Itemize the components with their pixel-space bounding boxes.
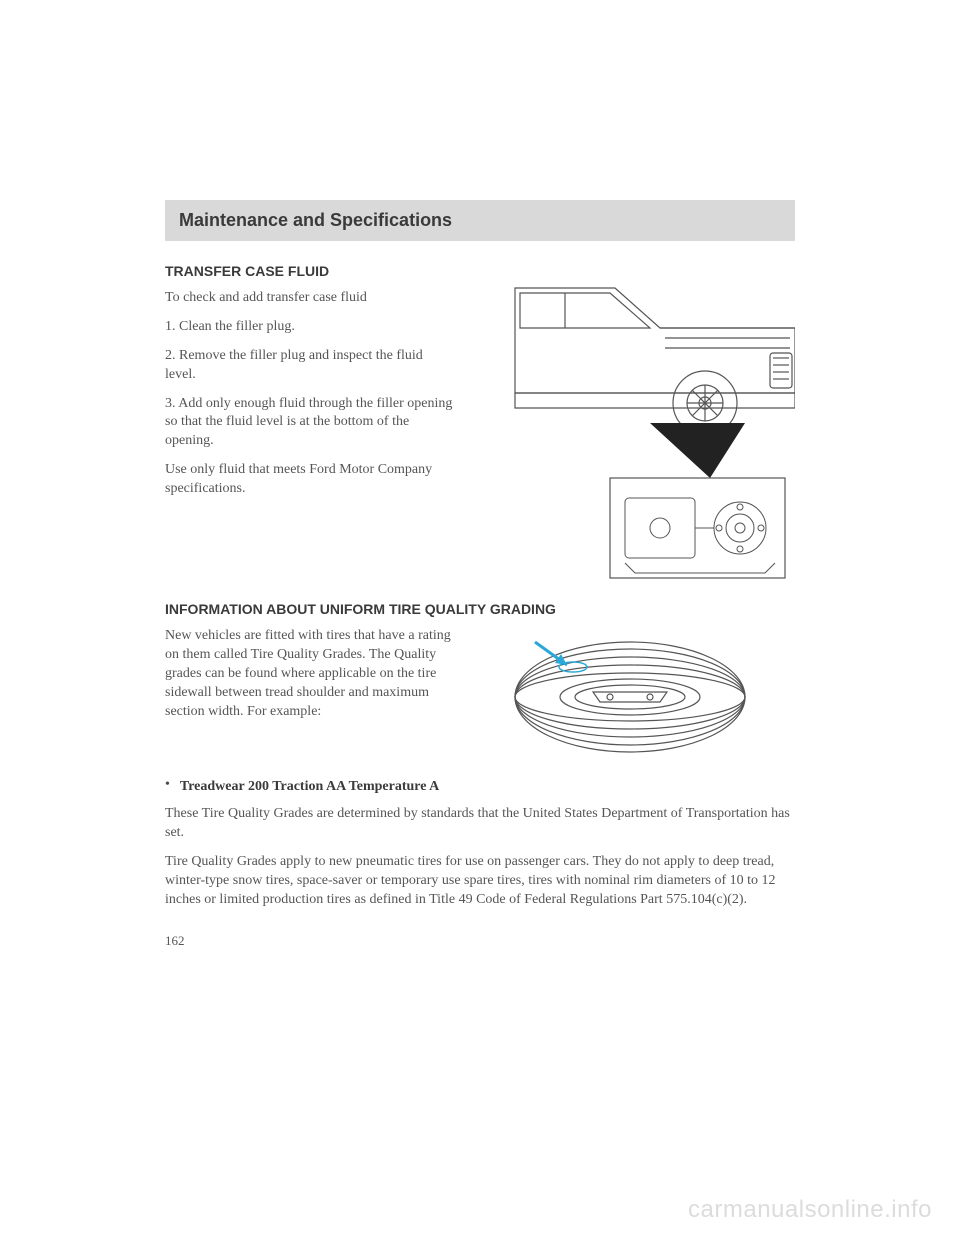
tire-grading-para1: New vehicles are fitted with tires that … [165, 627, 455, 721]
transfer-case-note: Use only fluid that meets Ford Motor Com… [165, 461, 455, 499]
tire-grading-title: INFORMATION ABOUT UNIFORM TIRE QUALITY G… [165, 601, 795, 617]
section-header-bar: Maintenance and Specifications [165, 200, 795, 241]
transfer-case-step2: 2. Remove the filler plug and inspect th… [165, 347, 455, 385]
vehicle-diagram [495, 263, 795, 583]
tire-grading-bullet-text: Treadwear 200 Traction AA Temperature A [180, 779, 439, 794]
tire-grading-para2: These Tire Quality Grades are determined… [165, 805, 795, 843]
transfer-case-step3: 3. Add only enough fluid through the fil… [165, 395, 455, 452]
tire-grading-text-column: New vehicles are fitted with tires that … [165, 627, 455, 721]
transfer-case-text-column: TRANSFER CASE FLUID To check and add tra… [165, 263, 455, 499]
tire-grading-bullet: • Treadwear 200 Traction AA Temperature … [165, 777, 795, 795]
transfer-case-step1: 1. Clean the filler plug. [165, 318, 455, 337]
tire-diagram [505, 627, 755, 767]
transfer-case-title: TRANSFER CASE FLUID [165, 263, 455, 279]
transfer-case-intro: To check and add transfer case fluid [165, 289, 455, 308]
watermark-text: carmanualsonline.info [688, 1196, 932, 1224]
tire-grading-para3: Tire Quality Grades apply to new pneumat… [165, 853, 795, 910]
transfer-case-section: TRANSFER CASE FLUID To check and add tra… [165, 263, 795, 593]
bullet-dot-icon: • [165, 777, 170, 793]
tire-grading-section: New vehicles are fitted with tires that … [165, 627, 795, 777]
page-number: 162 [165, 933, 795, 949]
section-header-title: Maintenance and Specifications [179, 210, 452, 230]
manual-page: Maintenance and Specifications TRANSFER … [0, 0, 960, 949]
